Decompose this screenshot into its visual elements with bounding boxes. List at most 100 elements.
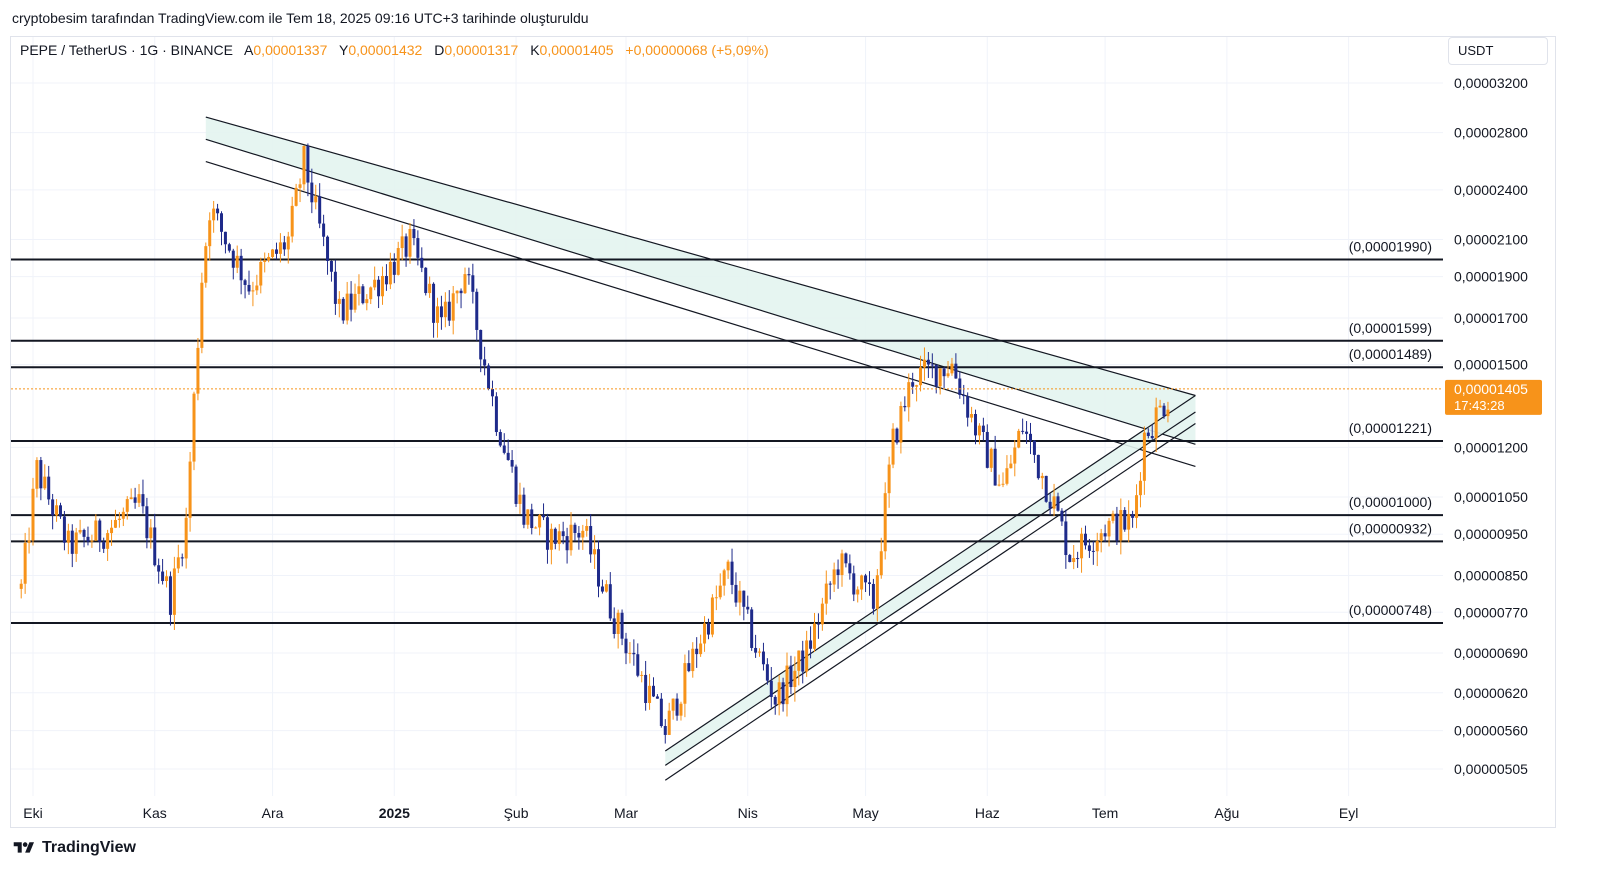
candle[interactable] xyxy=(977,423,981,445)
candle[interactable] xyxy=(74,527,78,562)
candle[interactable] xyxy=(581,524,585,550)
candle[interactable] xyxy=(663,719,667,744)
candle[interactable] xyxy=(836,559,840,589)
candle[interactable] xyxy=(212,200,216,233)
candle[interactable] xyxy=(306,143,310,197)
candle[interactable] xyxy=(616,609,620,649)
candle[interactable] xyxy=(361,283,365,305)
candle[interactable] xyxy=(90,534,94,548)
candle[interactable] xyxy=(860,574,864,600)
candle[interactable] xyxy=(408,222,412,264)
candle[interactable] xyxy=(1099,528,1103,553)
candle[interactable] xyxy=(875,568,879,622)
candle[interactable] xyxy=(911,372,915,394)
candle[interactable] xyxy=(145,497,149,549)
candle[interactable] xyxy=(1064,509,1068,569)
candle[interactable] xyxy=(267,252,271,263)
candle[interactable] xyxy=(781,677,785,712)
candle[interactable] xyxy=(157,558,161,584)
candle[interactable] xyxy=(337,291,341,318)
candle[interactable] xyxy=(125,496,129,520)
candle[interactable] xyxy=(384,264,388,291)
candle[interactable] xyxy=(416,230,420,266)
candle[interactable] xyxy=(648,673,652,710)
candle[interactable] xyxy=(463,267,467,294)
candle[interactable] xyxy=(691,642,695,678)
candle[interactable] xyxy=(518,482,522,514)
candle[interactable] xyxy=(271,248,275,259)
candle[interactable] xyxy=(1127,500,1131,543)
candle[interactable] xyxy=(1091,541,1095,565)
candle[interactable] xyxy=(538,513,542,536)
candle[interactable] xyxy=(443,292,447,328)
candle[interactable] xyxy=(915,384,919,402)
candle[interactable] xyxy=(1056,492,1060,512)
candle[interactable] xyxy=(1083,525,1087,550)
candle[interactable] xyxy=(357,274,361,306)
candle[interactable] xyxy=(706,618,710,640)
candle[interactable] xyxy=(714,585,718,611)
candle[interactable] xyxy=(78,519,82,535)
candle[interactable] xyxy=(168,571,172,626)
candle[interactable] xyxy=(377,276,381,309)
candle[interactable] xyxy=(1052,483,1056,517)
candle[interactable] xyxy=(695,637,699,668)
candle[interactable] xyxy=(848,554,852,580)
candle[interactable] xyxy=(671,698,675,720)
candle[interactable] xyxy=(1001,472,1005,488)
candle[interactable] xyxy=(801,640,805,684)
candle[interactable] xyxy=(23,532,27,594)
candle[interactable] xyxy=(1095,532,1099,567)
candle[interactable] xyxy=(502,433,506,455)
candle[interactable] xyxy=(903,396,907,412)
candle[interactable] xyxy=(475,288,479,341)
candle[interactable] xyxy=(98,518,102,552)
candle[interactable] xyxy=(86,526,90,546)
candle[interactable] xyxy=(251,281,255,307)
candle[interactable] xyxy=(208,212,212,261)
candle[interactable] xyxy=(165,570,169,588)
candle[interactable] xyxy=(392,253,396,284)
candle[interactable] xyxy=(577,526,581,550)
candle[interactable] xyxy=(919,355,923,392)
candle[interactable] xyxy=(192,391,196,471)
channel-descending-upper-line[interactable] xyxy=(205,116,1196,397)
candle[interactable] xyxy=(640,671,644,683)
candle[interactable] xyxy=(746,595,750,614)
brand-footer[interactable]: TradingView xyxy=(12,839,136,857)
candle[interactable] xyxy=(974,409,978,445)
candle[interactable] xyxy=(369,286,373,305)
candle[interactable] xyxy=(1048,493,1052,516)
candle[interactable] xyxy=(494,392,498,436)
candle[interactable] xyxy=(530,503,534,535)
candle[interactable] xyxy=(867,571,871,596)
candle[interactable] xyxy=(404,233,408,267)
candle[interactable] xyxy=(310,168,314,214)
candle[interactable] xyxy=(1072,544,1076,570)
candle[interactable] xyxy=(353,283,357,313)
candle[interactable] xyxy=(180,553,184,567)
candle[interactable] xyxy=(1103,524,1107,543)
candle[interactable] xyxy=(286,231,290,264)
candle[interactable] xyxy=(1119,498,1123,555)
candle[interactable] xyxy=(302,145,306,191)
candle[interactable] xyxy=(35,457,39,498)
candle[interactable] xyxy=(200,272,204,354)
candle[interactable] xyxy=(188,451,192,532)
candle[interactable] xyxy=(247,270,251,295)
candle[interactable] xyxy=(31,477,35,546)
candle[interactable] xyxy=(326,235,330,275)
candle[interactable] xyxy=(765,658,769,685)
candle[interactable] xyxy=(651,677,655,698)
candle[interactable] xyxy=(879,537,883,579)
candle[interactable] xyxy=(1087,538,1091,558)
candle[interactable] xyxy=(958,371,962,399)
candle[interactable] xyxy=(1032,440,1036,463)
candle[interactable] xyxy=(593,535,597,569)
candle[interactable] xyxy=(985,424,989,469)
candle[interactable] xyxy=(432,282,436,338)
candle[interactable] xyxy=(738,580,742,616)
candle[interactable] xyxy=(887,456,891,508)
candle[interactable] xyxy=(388,252,392,290)
candle[interactable] xyxy=(938,367,942,395)
